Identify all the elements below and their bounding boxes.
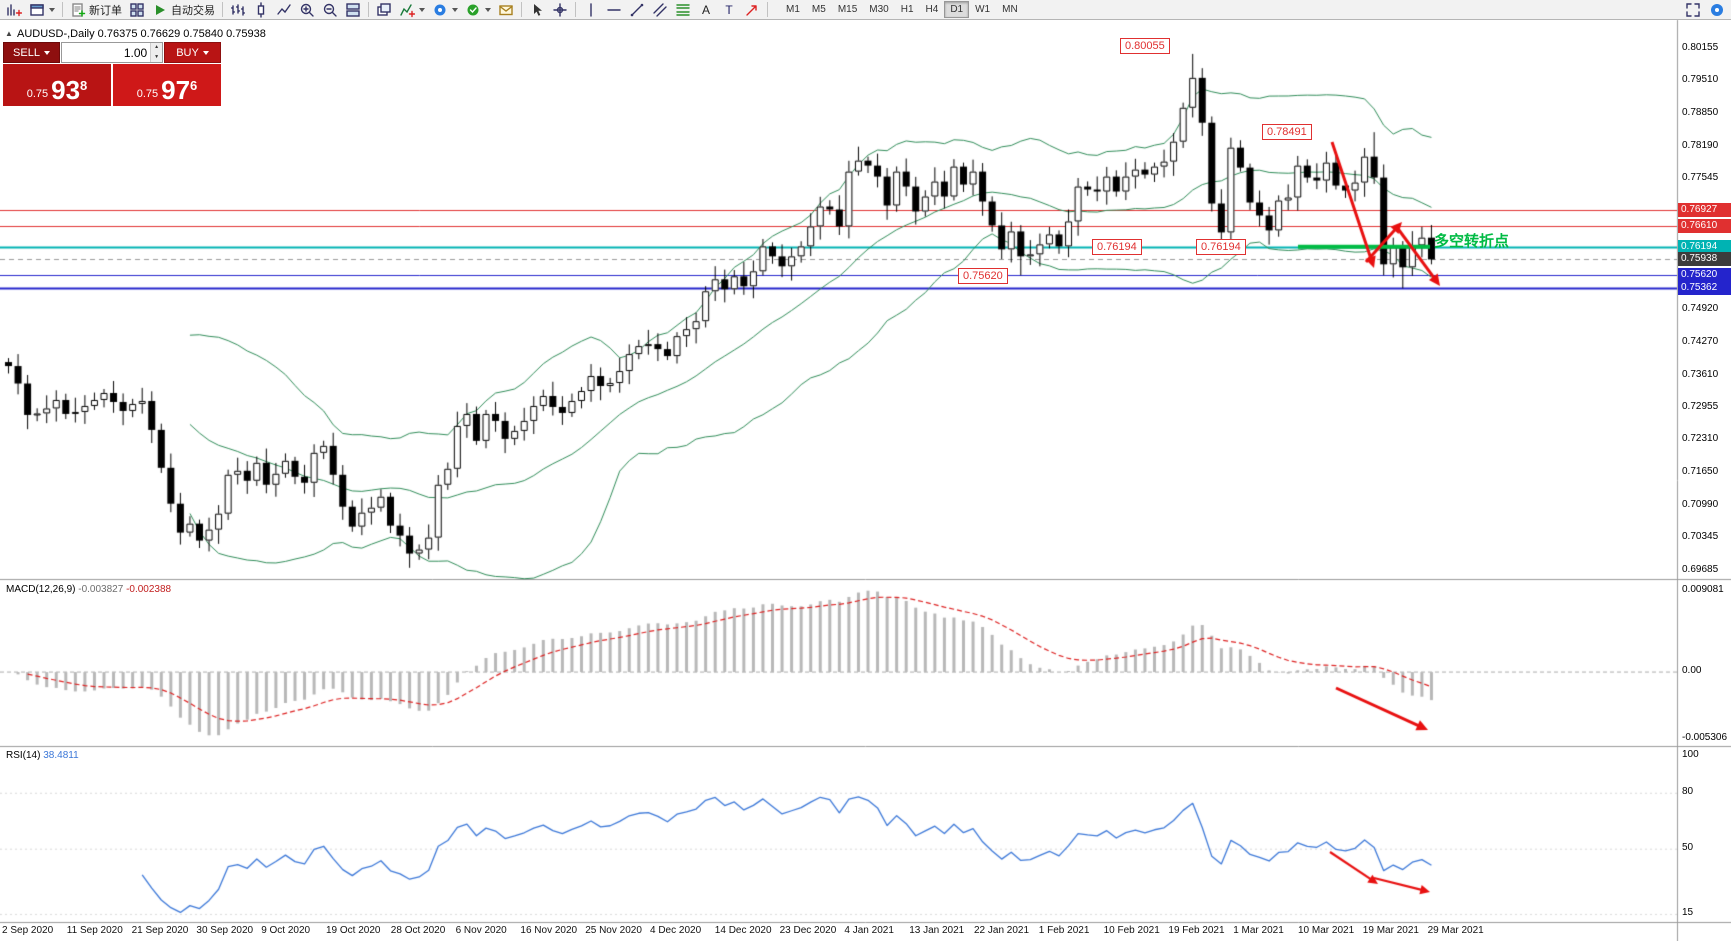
text-button[interactable]: A [695,0,717,20]
zoom-in-button[interactable] [296,0,318,20]
cascade-windows-button[interactable] [373,0,395,20]
toolbar-separator [575,2,576,17]
label-button[interactable]: T [718,0,740,20]
indicators-button[interactable] [396,0,428,20]
buy-price-small: 0.75 [136,88,159,100]
line-chart-button[interactable] [273,0,295,20]
new-chart-button[interactable] [3,0,25,20]
fibonacci-button[interactable] [672,0,694,20]
buy-button[interactable]: BUY [164,42,221,63]
candlestick-chart-button[interactable] [250,0,272,20]
price-annotation[interactable]: 0.78491 [1262,124,1312,140]
timeframe-group: M1 M5 M15 M30 H1 H4 D1 W1 MN [780,1,1024,18]
new-order-button-label: 新订单 [89,4,122,17]
timeframe-m15-button[interactable]: M15 [837,4,858,15]
new-order-button[interactable]: 新订单 [67,0,125,20]
autotrading-button-label: 自动交易 [171,4,215,17]
svg-text:A: A [702,3,710,17]
toolbar-separator [767,2,768,17]
timeframe-h1-button[interactable]: H1 [900,4,914,15]
volume-spinner: ▲ ▼ [150,43,162,62]
timeframe-m1-button[interactable]: M1 [786,4,800,15]
volume-decrease-button[interactable]: ▼ [151,52,162,62]
collapse-trade-panel-button[interactable]: ▲ [5,29,13,38]
volume-increase-button[interactable]: ▲ [151,43,162,53]
toolbar: 新订单 自动交易 A T M1 M5 M15 M30 H1 H4 D1 W1 MN [0,0,1731,20]
timeframe-m30-button[interactable]: M30 [869,4,889,15]
mailbox-button[interactable] [495,0,517,20]
navigator-button-caret-icon [452,7,458,12]
sell-button-label: SELL [13,46,40,59]
horizontal-line-button[interactable] [603,0,625,20]
autotrading-button[interactable]: 自动交易 [149,0,218,20]
toolbar-separator [62,2,63,17]
toolbar-separator [521,2,522,17]
templates-button[interactable] [462,0,494,20]
arrows-tool-button[interactable] [741,0,763,20]
timeframe-mn-button[interactable]: MN [1002,4,1018,15]
bar-chart-button[interactable] [227,0,249,20]
timeframe-h4-button[interactable]: H4 [925,4,939,15]
profiles-button-caret-icon [49,7,55,12]
zoom-out-button[interactable] [319,0,341,20]
toolbar-right-group [1682,0,1728,20]
sell-dropdown-icon [43,50,50,55]
svg-text:T: T [725,3,733,17]
price-annotation[interactable]: 0.75620 [958,268,1008,284]
vertical-line-button[interactable] [580,0,602,20]
buy-button-label: BUY [176,46,199,59]
cursor-button[interactable] [526,0,548,20]
buy-price-sup: 6 [190,78,198,93]
volume-box: ▲ ▼ [61,42,163,63]
indicators-button-caret-icon [419,7,425,12]
templates-button-caret-icon [485,7,491,12]
timeframe-w1-button[interactable]: W1 [975,4,991,15]
auto-arrange-button[interactable] [342,0,364,20]
toolbar-separator [222,2,223,17]
crosshair-button[interactable] [549,0,571,20]
navigator-button[interactable] [429,0,461,20]
buy-dropdown-icon [202,50,209,55]
fullscreen-button[interactable] [1682,0,1704,20]
sell-price-small: 0.75 [26,88,49,100]
sell-price-big: 93 [51,75,81,105]
sell-price-tile[interactable]: 0.75 93 8 [3,64,111,106]
chart-windows-button[interactable] [126,0,148,20]
timeframe-m5-button[interactable]: M5 [811,4,826,15]
price-annotation[interactable]: 0.76194 [1092,239,1142,255]
price-annotation[interactable]: 0.76194 [1196,239,1246,255]
channel-button[interactable] [649,0,671,20]
trendline-button[interactable] [626,0,648,20]
buy-price-tile[interactable]: 0.75 97 6 [113,64,221,106]
sell-price-sup: 8 [80,78,88,93]
timeframe-d1-button[interactable]: D1 [944,1,970,18]
community-button[interactable] [1706,0,1728,20]
profiles-button[interactable] [26,0,58,20]
toolbar-separator [368,2,369,17]
volume-input[interactable] [62,43,151,62]
price-annotation[interactable]: 0.80055 [1120,38,1170,54]
buy-price-big: 97 [161,75,191,105]
sell-button[interactable]: SELL [3,42,60,63]
